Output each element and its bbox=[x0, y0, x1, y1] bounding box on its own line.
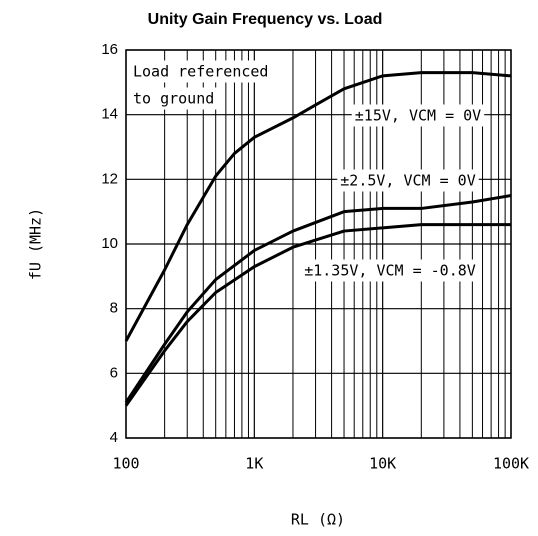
y-tick-label: 10 bbox=[101, 235, 118, 252]
series-label: ±15V, VCM = 0V bbox=[355, 107, 481, 125]
y-tick-label: 14 bbox=[101, 106, 118, 123]
label-background bbox=[130, 87, 218, 110]
x-axis-label: RL (Ω) bbox=[291, 511, 345, 529]
y-tick-label: 12 bbox=[101, 170, 118, 187]
y-axis-label: fU (MHz) bbox=[27, 208, 45, 280]
series-line bbox=[124, 223, 511, 407]
annotation: to ground bbox=[133, 90, 214, 108]
series-line bbox=[124, 71, 512, 342]
series-line bbox=[124, 194, 512, 404]
label-background bbox=[130, 60, 272, 83]
series-label: ±2.5V, VCM = 0V bbox=[340, 172, 475, 190]
label-background bbox=[351, 104, 485, 127]
y-tick-label: 8 bbox=[110, 300, 118, 317]
y-tick-label: 4 bbox=[110, 429, 118, 446]
y-tick-label: 16 bbox=[101, 41, 118, 58]
x-tick-label: 100 bbox=[112, 455, 139, 473]
x-tick-label: 100K bbox=[493, 455, 529, 473]
label-background bbox=[337, 169, 479, 192]
label-background bbox=[301, 259, 479, 282]
x-tick-label: 1K bbox=[245, 455, 263, 473]
plot-frame bbox=[125, 49, 512, 439]
annotation: Load referenced bbox=[133, 63, 268, 81]
x-tick-label: 10K bbox=[369, 455, 396, 473]
chart-title: Unity Gain Frequency vs. Load bbox=[148, 11, 383, 28]
y-tick-label: 6 bbox=[110, 364, 118, 381]
series-label: ±1.35V, VCM = -0.8V bbox=[304, 262, 476, 280]
